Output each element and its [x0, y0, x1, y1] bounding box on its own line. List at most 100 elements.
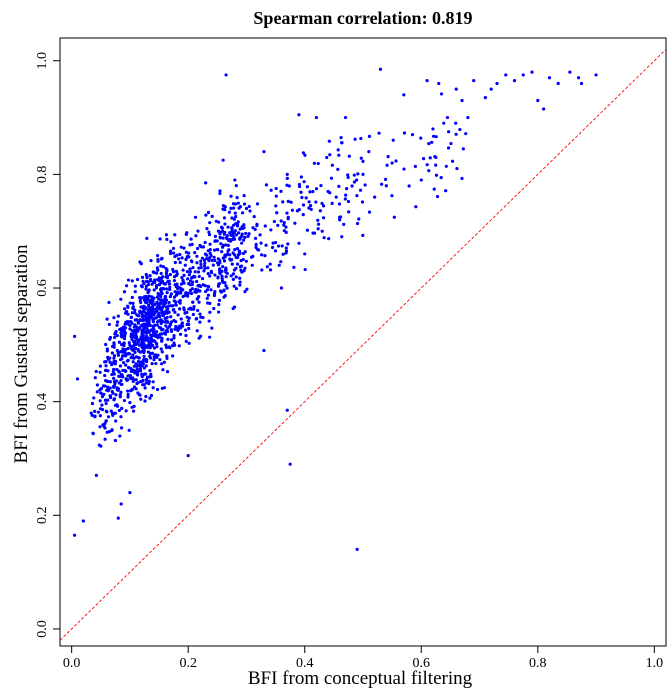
data-point — [222, 216, 227, 220]
data-point — [193, 290, 197, 294]
data-point — [156, 306, 161, 310]
data-point — [231, 202, 236, 206]
data-point — [216, 310, 221, 314]
data-point — [120, 350, 124, 354]
data-point — [233, 178, 237, 182]
data-point — [279, 286, 284, 290]
x-tick-label: 1.0 — [646, 656, 664, 671]
data-point — [185, 322, 189, 327]
data-point — [262, 150, 266, 154]
data-point — [102, 424, 106, 428]
data-point — [158, 332, 162, 336]
data-point — [343, 115, 348, 120]
data-point — [159, 289, 163, 294]
data-point — [432, 134, 436, 138]
data-point — [148, 301, 153, 305]
data-point — [159, 300, 163, 305]
data-point — [250, 263, 254, 267]
data-point — [199, 266, 203, 270]
data-point — [269, 188, 273, 192]
data-point — [447, 130, 451, 134]
data-point — [90, 401, 95, 406]
data-point — [243, 290, 247, 294]
data-point — [483, 96, 487, 100]
data-point — [163, 331, 167, 335]
data-point — [210, 326, 214, 330]
data-point — [146, 289, 151, 294]
data-point — [414, 205, 418, 209]
data-point — [150, 295, 154, 299]
data-point — [131, 306, 135, 310]
data-point — [449, 141, 453, 146]
data-point — [243, 266, 247, 270]
data-point — [180, 276, 184, 280]
data-point — [204, 213, 208, 217]
data-point — [220, 269, 224, 273]
data-point — [241, 238, 246, 242]
data-point — [165, 345, 169, 350]
data-point — [337, 184, 341, 188]
data-point — [466, 115, 470, 120]
data-point — [203, 289, 208, 294]
data-point — [281, 200, 285, 204]
data-point — [251, 254, 255, 258]
data-point — [94, 473, 98, 477]
data-point — [98, 388, 102, 392]
data-point — [167, 310, 171, 314]
data-point — [223, 253, 227, 257]
data-point — [130, 348, 134, 352]
data-point — [132, 325, 136, 329]
data-point — [75, 377, 80, 381]
data-point — [189, 307, 194, 311]
data-point — [137, 356, 141, 360]
data-point — [213, 273, 217, 277]
data-point — [238, 251, 242, 255]
data-point — [228, 253, 232, 257]
data-point — [131, 376, 135, 380]
data-point — [107, 322, 111, 326]
data-point — [391, 138, 395, 142]
data-point — [164, 343, 168, 347]
data-point — [160, 362, 164, 366]
data-point — [159, 271, 163, 276]
data-point — [281, 252, 285, 256]
data-point — [202, 264, 207, 268]
data-point — [220, 277, 224, 281]
data-point — [155, 355, 159, 360]
data-point — [235, 196, 239, 200]
data-point — [120, 354, 125, 358]
data-point — [234, 184, 238, 188]
data-point — [195, 254, 199, 258]
data-point — [248, 209, 252, 213]
data-point — [198, 243, 202, 248]
data-point — [126, 392, 130, 397]
y-tick-label: 0.4 — [35, 393, 50, 411]
data-point — [318, 209, 322, 213]
data-point — [140, 364, 144, 368]
data-point — [124, 310, 128, 315]
data-point — [178, 252, 182, 257]
data-point — [185, 255, 189, 259]
data-point — [105, 317, 109, 321]
data-point — [204, 181, 208, 185]
data-point — [113, 335, 117, 340]
data-point — [297, 241, 301, 245]
data-point — [178, 332, 183, 336]
data-point — [100, 395, 105, 399]
data-point — [307, 206, 311, 210]
data-point — [512, 79, 517, 83]
data-point — [220, 249, 224, 254]
data-point — [130, 279, 134, 283]
data-point — [276, 244, 281, 248]
data-point — [155, 345, 159, 349]
data-point — [219, 242, 223, 246]
data-point — [127, 428, 131, 432]
data-point — [293, 221, 297, 225]
data-point — [217, 282, 221, 287]
data-point — [128, 327, 132, 331]
data-point — [148, 277, 153, 281]
data-point — [114, 379, 119, 383]
data-point — [282, 229, 286, 233]
data-point — [170, 344, 175, 348]
data-point — [103, 437, 107, 441]
